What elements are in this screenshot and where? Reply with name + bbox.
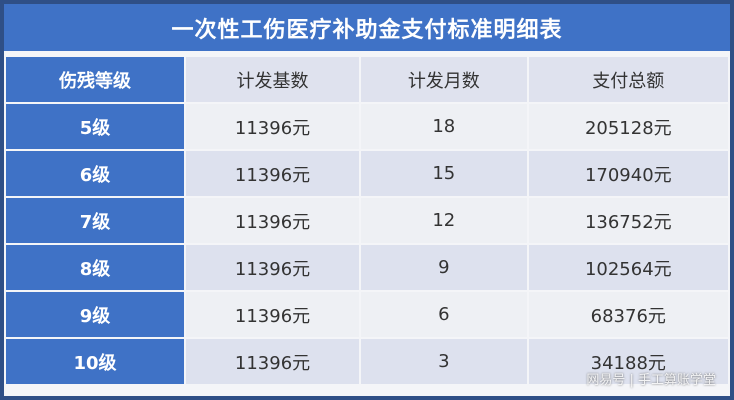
table-cell: 205128元 [528, 104, 728, 149]
table-cell: 11396元 [186, 292, 360, 337]
table-row: 9级 11396元 6 68376元 [6, 292, 728, 337]
watermark: 网易号 | 手工算账学堂 [586, 373, 716, 388]
table-row: 8级 11396元 9 102564元 [6, 245, 728, 290]
table-cell: 11396元 [186, 339, 360, 384]
table-cell: 11396元 [186, 198, 360, 243]
table-title: 一次性工伤医疗补助金支付标准明细表 [4, 4, 730, 51]
table-cell: 5级 [6, 104, 184, 149]
table-cell: 6 [361, 292, 527, 337]
table-row: 5级 11396元 18 205128元 [6, 104, 728, 149]
table-cell: 102564元 [528, 245, 728, 290]
table-cell: 9 [361, 245, 527, 290]
header-cell: 计发月数 [361, 57, 527, 102]
table-cell: 170940元 [528, 151, 728, 196]
table-cell: 10级 [6, 339, 184, 384]
table-cell: 136752元 [528, 198, 728, 243]
table-cell: 3 [361, 339, 527, 384]
table-cell: 9级 [6, 292, 184, 337]
table-cell: 11396元 [186, 151, 360, 196]
header-cell: 计发基数 [186, 57, 360, 102]
table-frame: 一次性工伤医疗补助金支付标准明细表 伤残等级 计发基数 计发月数 支付总额 5级… [4, 4, 730, 396]
table-cell: 7级 [6, 198, 184, 243]
table-cell: 8级 [6, 245, 184, 290]
table-cell: 15 [361, 151, 527, 196]
table-cell: 18 [361, 104, 527, 149]
table-cell: 12 [361, 198, 527, 243]
payment-table: 伤残等级 计发基数 计发月数 支付总额 5级 11396元 18 205128元 6级 1… [4, 55, 730, 386]
header-row: 伤残等级 计发基数 计发月数 支付总额 [6, 57, 728, 102]
table-cell: 6级 [6, 151, 184, 196]
table-cell: 34188元 [528, 339, 728, 384]
table-cell: 68376元 [528, 292, 728, 337]
header-cell: 支付总额 [528, 57, 728, 102]
table-row: 6级 11396元 15 170940元 [6, 151, 728, 196]
table-cell: 11396元 [186, 104, 360, 149]
table-row: 10级 11396元 3 34188元 [6, 339, 728, 384]
table-row: 7级 11396元 12 136752元 [6, 198, 728, 243]
table-cell: 11396元 [186, 245, 360, 290]
header-cell: 伤残等级 [6, 57, 184, 102]
